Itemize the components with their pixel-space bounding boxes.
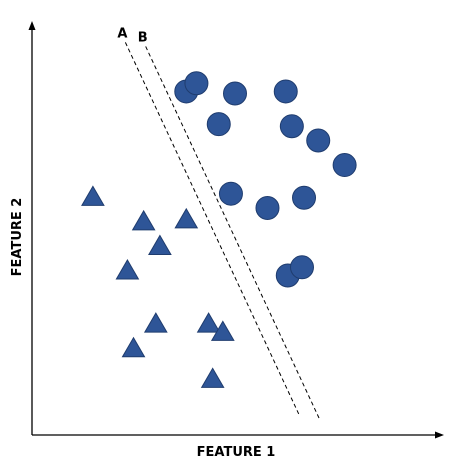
circle-point (279, 114, 304, 139)
circle-point (184, 71, 209, 96)
circle-point (255, 196, 280, 221)
triangle-point (81, 185, 105, 206)
triangle-point (196, 312, 221, 333)
circle-point (223, 81, 247, 106)
triangle-point (143, 312, 168, 333)
y-axis-arrowhead (28, 21, 36, 30)
circle-point (306, 128, 331, 153)
circle-point (289, 255, 314, 280)
triangle-point (121, 336, 146, 358)
circle-point (332, 153, 357, 178)
circle-point (292, 185, 317, 210)
separator-lines (124, 42, 321, 421)
circle-point (218, 181, 243, 206)
triangle-point (115, 259, 140, 280)
circle-point (273, 79, 298, 104)
triangle-point (174, 207, 199, 229)
axes (28, 21, 444, 439)
triangle-point (131, 209, 156, 231)
separator-line-b (145, 46, 321, 421)
triangle-point (200, 367, 225, 388)
separator-label-a: A (117, 26, 127, 41)
x-axis-label: FEATURE 1 (197, 445, 276, 460)
y-axis-label: FEATURE 2 (10, 198, 25, 277)
separator-label-b: B (138, 30, 148, 45)
triangle-point (210, 320, 235, 341)
circle-point (206, 112, 231, 137)
data-markers (81, 71, 357, 388)
separator-line-a (124, 42, 301, 417)
triangle-point (148, 234, 172, 255)
x-axis-arrowhead (435, 431, 444, 439)
